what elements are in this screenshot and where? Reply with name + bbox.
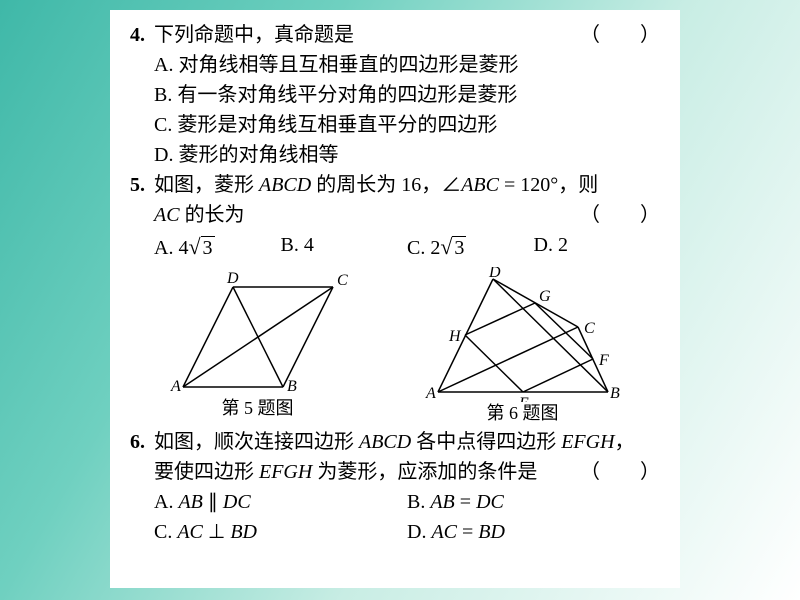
- q6-b-m1: AB: [430, 491, 454, 513]
- q4-text: 下列命题中，真命题是: [154, 20, 580, 50]
- q6-c-m1: AC: [177, 521, 203, 543]
- q6-b-mid: =: [455, 491, 476, 513]
- q5-abcd: ABCD: [259, 174, 311, 196]
- q6-b-m2: DC: [476, 491, 504, 513]
- figure-6: ABCDEFGH 第 6 题图: [418, 267, 628, 427]
- q6-stem-line1: 6. 如图，顺次连接四边形 ABCD 各中点得四边形 EFGH，: [130, 427, 660, 457]
- q5-option-b: B. 4: [281, 230, 408, 263]
- q4-stem: 4. 下列命题中，真命题是 （ ）: [130, 20, 660, 50]
- q5-stem-line2: AC 的长为 （ ）: [130, 200, 660, 230]
- q6-seg4: 要使四边形: [154, 461, 259, 483]
- q5-a-rad: 3: [201, 236, 215, 259]
- svg-text:B: B: [610, 385, 620, 402]
- svg-text:C: C: [584, 320, 595, 337]
- q5-text-line1: 如图，菱形 ABCD 的周长为 16，∠ABC = 120°，则: [154, 170, 660, 200]
- q6-option-b: B. AB = DC: [407, 487, 660, 517]
- q4-option-a: A. 对角线相等且互相垂直的四边形是菱形: [130, 50, 660, 80]
- q6-number: 6.: [130, 427, 154, 457]
- q5-options: A. 4√3 B. 4 C. 2√3 D. 2: [130, 230, 660, 263]
- figure-5: A B C D 第 5 题图: [163, 267, 353, 427]
- q6-abcd: ABCD: [359, 431, 411, 453]
- q5-option-a: A. 4√3: [154, 230, 281, 263]
- svg-text:A: A: [170, 378, 181, 395]
- q6-c-m2: BD: [230, 521, 257, 543]
- q6-a-pre: A.: [154, 491, 178, 513]
- q6-text-line1: 如图，顺次连接四边形 ABCD 各中点得四边形 EFGH，: [154, 427, 660, 457]
- svg-text:D: D: [226, 270, 239, 287]
- q5-seg4: 的长为: [180, 204, 245, 226]
- q5-a-pre: A. 4: [154, 237, 188, 259]
- figure-row: ABCD 第 5 题图 ABCDEFGH 第 6 题图: [130, 267, 660, 427]
- svg-text:D: D: [488, 267, 501, 281]
- q6-b-pre: B.: [407, 491, 430, 513]
- q5-seg1: 如图，菱形: [154, 174, 259, 196]
- q6-a-m1: AB: [178, 491, 202, 513]
- q5-c-rad: 3: [452, 236, 466, 259]
- q5-abc: ABC: [461, 174, 499, 196]
- q6-option-a: A. AB ∥ DC: [154, 487, 407, 517]
- q5-stem-line1: 5. 如图，菱形 ABCD 的周长为 16，∠ABC = 120°，则: [130, 170, 660, 200]
- q5-seg2: 的周长为 16，∠: [311, 174, 461, 196]
- svg-text:B: B: [287, 378, 297, 395]
- svg-text:A: A: [425, 385, 436, 402]
- q4-option-c: C. 菱形是对角线互相垂直平分的四边形: [130, 110, 660, 140]
- q5-option-d: D. 2: [534, 230, 661, 263]
- sqrt-icon: √3: [440, 230, 466, 263]
- q5-c-pre: C. 2: [407, 237, 440, 259]
- rhombus-diagram: A B C D: [163, 267, 353, 397]
- q6-d-m1: AC: [431, 521, 457, 543]
- q6-d-pre: D.: [407, 521, 431, 543]
- q5-text-line2: AC 的长为: [154, 200, 580, 230]
- q6-a-m2: DC: [223, 491, 251, 513]
- q5-number: 5.: [130, 170, 154, 200]
- sqrt-icon: √3: [188, 230, 214, 263]
- svg-text:C: C: [337, 272, 348, 289]
- q6-stem-line2: 要使四边形 EFGH 为菱形，应添加的条件是 （ ）: [130, 457, 660, 487]
- figure-5-caption: 第 5 题图: [163, 395, 353, 422]
- q4-number: 4.: [130, 20, 154, 50]
- q6-options: A. AB ∥ DC B. AB = DC C. AC ⊥ BD D. AC =…: [130, 487, 660, 547]
- q4-blank: （ ）: [580, 20, 660, 50]
- q6-seg2: 各中点得四边形: [411, 431, 561, 453]
- q4-option-d: D. 菱形的对角线相等: [130, 140, 660, 170]
- q4-option-b: B. 有一条对角线平分对角的四边形是菱形: [130, 80, 660, 110]
- q5-option-c: C. 2√3: [407, 230, 534, 263]
- q6-c-pre: C.: [154, 521, 177, 543]
- q5-ac: AC: [154, 204, 180, 226]
- q6-option-c: C. AC ⊥ BD: [154, 517, 407, 547]
- q6-seg1: 如图，顺次连接四边形: [154, 431, 359, 453]
- q6-d-mid: =: [457, 521, 478, 543]
- q6-efgh: EFGH: [561, 431, 614, 453]
- q6-d-m2: BD: [478, 521, 505, 543]
- q5-blank: （ ）: [580, 200, 660, 230]
- q6-option-d: D. AC = BD: [407, 517, 660, 547]
- q6-a-mid: ∥: [203, 491, 223, 513]
- q6-efgh-2: EFGH: [259, 461, 312, 483]
- svg-text:G: G: [539, 288, 551, 305]
- q5-seg3: = 120°，则: [499, 174, 598, 196]
- svg-text:F: F: [598, 352, 609, 369]
- q6-c-mid: ⊥: [203, 521, 230, 543]
- q6-seg5: 为菱形，应添加的条件是: [312, 461, 537, 483]
- q6-text-line2: 要使四边形 EFGH 为菱形，应添加的条件是: [154, 457, 580, 487]
- svg-text:H: H: [448, 328, 462, 345]
- worksheet-page: 4. 下列命题中，真命题是 （ ） A. 对角线相等且互相垂直的四边形是菱形 B…: [110, 10, 680, 588]
- midpoint-quadrilateral-diagram: ABCDEFGH: [418, 267, 628, 402]
- q6-blank: （ ）: [580, 457, 660, 487]
- figure-6-caption: 第 6 题图: [418, 400, 628, 427]
- q6-seg3: ，: [615, 431, 635, 453]
